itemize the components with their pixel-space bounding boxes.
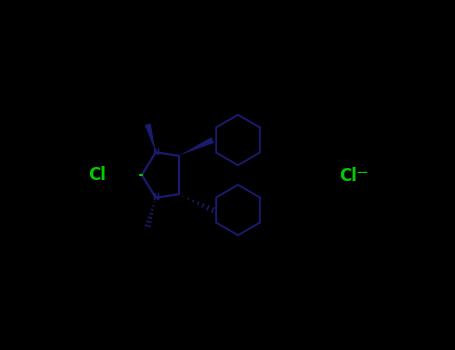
Text: N: N	[152, 193, 159, 202]
Text: Cl: Cl	[339, 167, 357, 185]
Text: Cl: Cl	[88, 166, 106, 184]
Polygon shape	[178, 137, 214, 156]
Polygon shape	[145, 124, 156, 152]
Text: N: N	[152, 148, 159, 157]
Text: −: −	[355, 166, 368, 180]
